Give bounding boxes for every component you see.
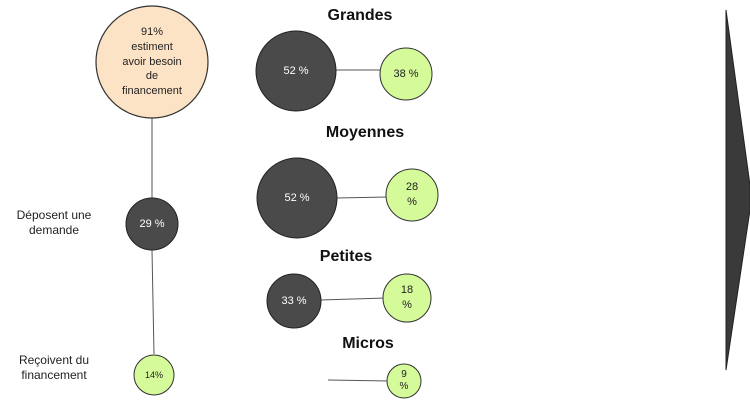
micros-receive-line1: 9 [401, 368, 407, 380]
moyennes-receive-line1: 28 [405, 181, 419, 194]
need-line4: de [145, 70, 159, 83]
circle-apply-total [125, 197, 179, 251]
apply-label-line1: Déposent une [16, 208, 92, 222]
apply-label: Déposent une demande [8, 208, 100, 238]
heading-petites: Petites [319, 248, 373, 265]
circle-petites-apply [266, 273, 322, 329]
circle-grandes-apply [255, 30, 337, 112]
receive-label: Reçoivent du financement [8, 353, 100, 383]
receive-label-line1: Reçoivent du [18, 353, 90, 367]
circle-grandes-receive [379, 47, 433, 101]
connector-micros [327, 379, 391, 382]
need-line2: estiment [131, 40, 173, 53]
receive-label-line2: financement [21, 368, 87, 382]
petites-receive-line2: % [402, 299, 412, 311]
circle-moyennes-apply [256, 157, 338, 239]
petites-receive-line1: 18 [400, 284, 414, 297]
need-line5: financement [122, 85, 182, 98]
heading-micros: Micros [342, 335, 394, 352]
heading-moyennes: Moyennes [325, 124, 405, 141]
connector-apply-receive [151, 249, 155, 355]
moyennes-receive-line2: % [407, 196, 417, 208]
circle-moyennes-receive [385, 168, 439, 222]
connector-moyennes [335, 196, 389, 199]
grandes-receive-line1: 38 % [393, 67, 419, 80]
receive-total-value: 14% [144, 369, 163, 380]
moyennes-receive-value: 28 % [390, 178, 434, 212]
circle-need-financing [95, 5, 209, 119]
petites-receive-value: 18 % [386, 281, 428, 315]
need-financing-text: 91% estiment avoir besoin de financement [100, 14, 204, 110]
apply-label-line2: demande [28, 223, 80, 237]
circle-receive-total [133, 354, 175, 396]
need-line3: avoir besoin [122, 55, 182, 68]
grandes-receive-value: 38 % [382, 64, 430, 84]
connector-petites [319, 297, 387, 301]
heading-grandes: Grandes [327, 7, 393, 24]
grandes-apply-value: 52 % [283, 64, 309, 77]
need-line1: 91% [140, 25, 164, 38]
micros-receive-line2: % [399, 381, 409, 392]
right-arrow-shape [725, 9, 750, 371]
moyennes-apply-value: 52 % [284, 191, 310, 204]
circle-petites-receive [382, 273, 432, 323]
micros-receive-value: 9 % [388, 366, 420, 396]
circle-micros-receive [386, 363, 422, 399]
apply-total-value: 29 % [139, 217, 165, 230]
petites-apply-value: 33 % [281, 294, 307, 307]
